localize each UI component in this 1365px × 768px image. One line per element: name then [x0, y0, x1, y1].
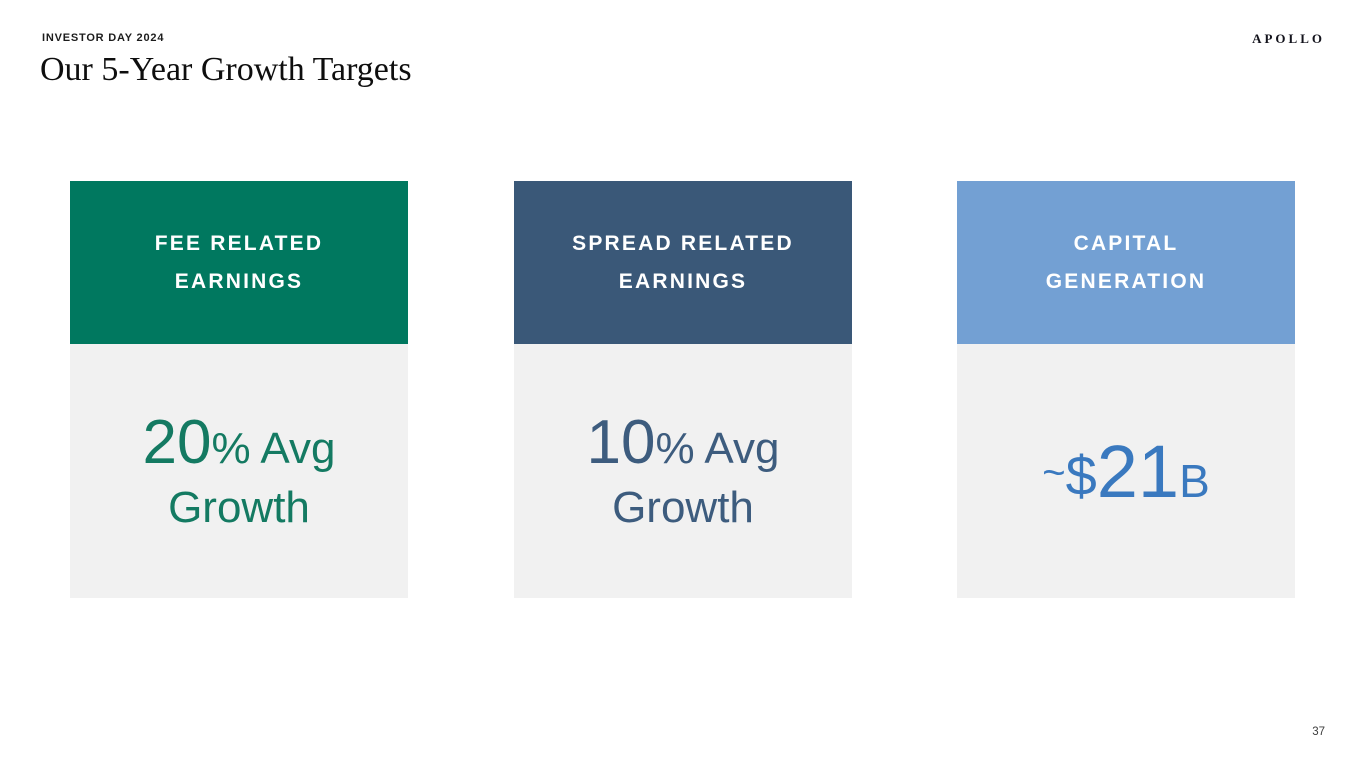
value-number: 21 — [1096, 429, 1180, 513]
value-number: 20 — [142, 407, 212, 477]
value-number: 10 — [586, 407, 656, 477]
eyebrow-label: INVESTOR DAY 2024 — [42, 32, 165, 44]
page-number: 37 — [1312, 726, 1325, 738]
card-title-line1: FEE RELATED — [154, 231, 324, 255]
value-unit: B — [1179, 454, 1210, 507]
card-title-line1: CAPITAL — [1073, 231, 1179, 255]
card-body: 20% Avg Growth — [70, 344, 408, 598]
value-line1: 10% Avg — [587, 406, 780, 480]
card-header: FEE RELATED EARNINGS — [70, 181, 408, 344]
value-suffix: % Avg — [655, 423, 780, 473]
value-tilde: ~ — [1042, 450, 1066, 495]
value-line2: Growth — [168, 483, 310, 533]
card-title-line1: SPREAD RELATED — [572, 231, 794, 255]
value-suffix: % Avg — [211, 423, 336, 473]
card-capital-generation: CAPITAL GENERATION ~$21B — [957, 181, 1295, 598]
card-fee-related-earnings: FEE RELATED EARNINGS 20% Avg Growth — [70, 181, 408, 598]
card-title-line2: EARNINGS — [618, 269, 748, 293]
card-value: 20% Avg Growth — [143, 406, 336, 536]
value-dollar: $ — [1065, 443, 1097, 507]
page-title: Our 5-Year Growth Targets — [40, 51, 412, 88]
card-title-line2: GENERATION — [1045, 269, 1207, 293]
card-header: CAPITAL GENERATION — [957, 181, 1295, 344]
value-line1: 20% Avg — [143, 406, 336, 480]
value-line2: Growth — [612, 483, 754, 533]
card-body: 10% Avg Growth — [514, 344, 852, 598]
card-spread-related-earnings: SPREAD RELATED EARNINGS 10% Avg Growth — [514, 181, 852, 598]
card-value: ~$21B — [1042, 429, 1210, 514]
card-body: ~$21B — [957, 344, 1295, 598]
card-value: 10% Avg Growth — [587, 406, 780, 536]
apollo-logo: APOLLO — [1252, 31, 1325, 46]
card-title-line2: EARNINGS — [174, 269, 304, 293]
card-header: SPREAD RELATED EARNINGS — [514, 181, 852, 344]
